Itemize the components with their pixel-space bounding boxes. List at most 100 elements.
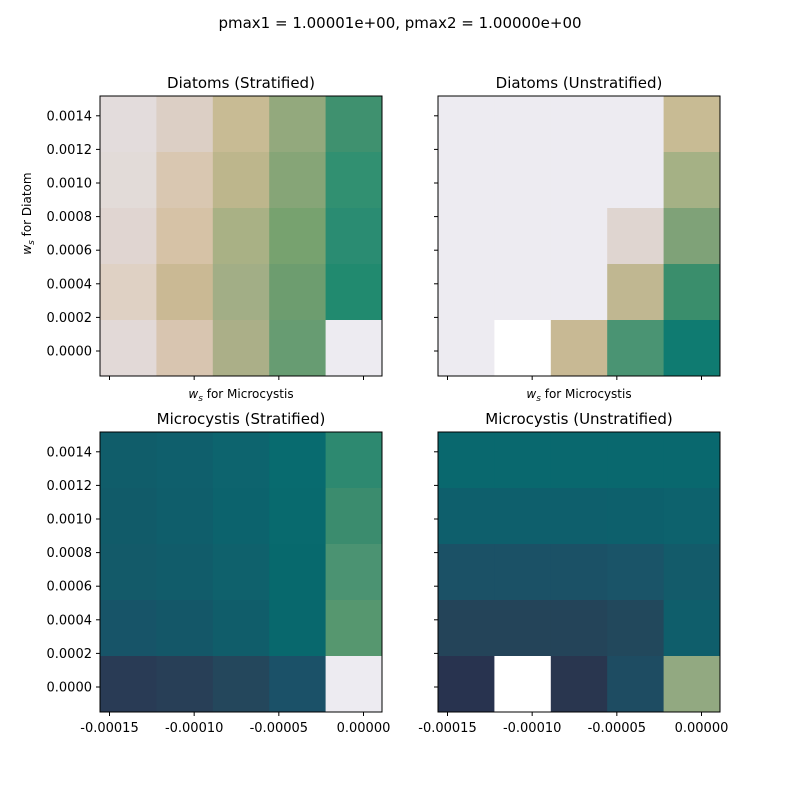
figure-suptitle: pmax1 = 1.00001e+00, pmax2 = 1.00000e+00 [218, 14, 581, 32]
heatmap-cell [269, 432, 327, 489]
heatmap-cell [269, 488, 327, 545]
x-tick-label: 0.00000 [675, 721, 729, 736]
heatmap-cell [212, 264, 270, 321]
x-tick-label: -0.00015 [80, 721, 138, 736]
heatmap-cell [663, 488, 721, 545]
heatmap-cell [550, 264, 608, 321]
heatmap-cell [494, 544, 552, 601]
x-axis-label: ws for Microcystis [188, 387, 293, 404]
y-tick-label: 0.0012 [47, 143, 93, 158]
heatmap-cell [494, 600, 552, 657]
heatmap-cell [156, 656, 214, 713]
heatmap-cell [663, 152, 721, 209]
heatmap-cell [212, 544, 270, 601]
heatmap-cell [438, 96, 495, 153]
heatmap-cell [438, 432, 495, 489]
heatmap-cell [494, 656, 552, 713]
heatmap-cell [438, 264, 495, 321]
panel-title: Microcystis (Unstratified) [485, 410, 672, 428]
heatmap-cell [212, 488, 270, 545]
heatmap-cell [325, 152, 383, 209]
heatmap-cell [663, 96, 721, 153]
heatmap-panel: Microcystis (Unstratified) -0.00015 -0.000… [418, 410, 728, 736]
heatmap-cell [156, 208, 214, 265]
heatmap-cell [156, 152, 214, 209]
heatmap-cell [156, 544, 214, 601]
heatmap-cell [494, 264, 552, 321]
heatmap-cell [438, 544, 495, 601]
heatmap-cell [607, 264, 665, 321]
heatmap-cell [607, 208, 665, 265]
heatmap-cell [494, 320, 552, 377]
heatmap-cell [550, 432, 608, 489]
heatmap-cell [100, 432, 157, 489]
y-tick-label: 0.0006 [47, 580, 93, 595]
heatmap-cell [212, 320, 270, 377]
heatmap-cell [663, 320, 721, 377]
heatmap-cell [269, 264, 327, 321]
x-tick-label: -0.00010 [165, 721, 223, 736]
heatmap-cell [100, 96, 157, 153]
heatmap-cell [325, 320, 383, 377]
heatmap-cell [550, 600, 608, 657]
heatmap-cell [212, 96, 270, 153]
panel-frame [437, 431, 721, 713]
heatmap-cell [325, 96, 383, 153]
heatmap-cell [550, 320, 608, 377]
heatmap-cell [100, 600, 157, 657]
heatmap-cell [663, 656, 721, 713]
panel-title: Diatoms (Stratified) [167, 74, 315, 92]
heatmap-cell [550, 152, 608, 209]
heatmap-cell [100, 208, 157, 265]
y-tick-label: 0.0012 [47, 479, 93, 494]
heatmap-cell [607, 96, 665, 153]
heatmap-cell [212, 152, 270, 209]
heatmap-cell [100, 264, 157, 321]
heatmap-cell [607, 320, 665, 377]
y-axis-label: ws for Diatom [20, 172, 37, 254]
heatmap-cell [156, 96, 214, 153]
heatmap-cell [156, 264, 214, 321]
heatmap-panel: Diatoms (Stratified) 0.0000 0.0002 0.0004 0.… [20, 74, 383, 404]
heatmap-cell [100, 152, 157, 209]
panel-frame [437, 95, 721, 377]
heatmap-cell [100, 544, 157, 601]
y-tick-label: 0.0006 [47, 244, 93, 259]
heatmap-cell [325, 264, 383, 321]
panel-frame [99, 95, 383, 377]
y-tick-label: 0.0004 [47, 277, 93, 292]
heatmap-cell [212, 600, 270, 657]
heatmap-cell [607, 488, 665, 545]
heatmap-cell [438, 656, 495, 713]
heatmap-cell [494, 488, 552, 545]
heatmap-cell [438, 488, 495, 545]
y-tick-label: 0.0014 [47, 445, 93, 460]
y-tick-label: 0.0008 [47, 210, 93, 225]
x-tick-label: -0.00005 [250, 721, 308, 736]
x-tick-label: -0.00010 [503, 721, 561, 736]
heatmap-panels: Diatoms (Stratified) 0.0000 0.0002 0.0004 0.… [20, 74, 728, 736]
x-tick-label: -0.00015 [418, 721, 476, 736]
y-tick-label: 0.0010 [47, 177, 93, 192]
heatmap-cell [607, 544, 665, 601]
heatmap-cell [607, 600, 665, 657]
heatmap-cell [212, 208, 270, 265]
heatmap-cell [550, 488, 608, 545]
panel-title: Diatoms (Unstratified) [496, 74, 663, 92]
heatmap-cell [494, 208, 552, 265]
heatmap-cell [269, 544, 327, 601]
x-tick-label: 0.00000 [337, 721, 391, 736]
heatmap-cell [325, 432, 383, 489]
heatmap-cell [607, 432, 665, 489]
panel-frame [99, 431, 383, 713]
y-tick-label: 0.0002 [47, 647, 93, 662]
heatmap-cell [269, 320, 327, 377]
heatmap-cell [269, 600, 327, 657]
y-tick-label: 0.0000 [47, 681, 93, 696]
y-tick-label: 0.0002 [47, 311, 93, 326]
heatmap-cell [663, 600, 721, 657]
panel-title: Microcystis (Stratified) [157, 410, 326, 428]
heatmap-cell [269, 208, 327, 265]
x-tick-label: -0.00005 [588, 721, 646, 736]
